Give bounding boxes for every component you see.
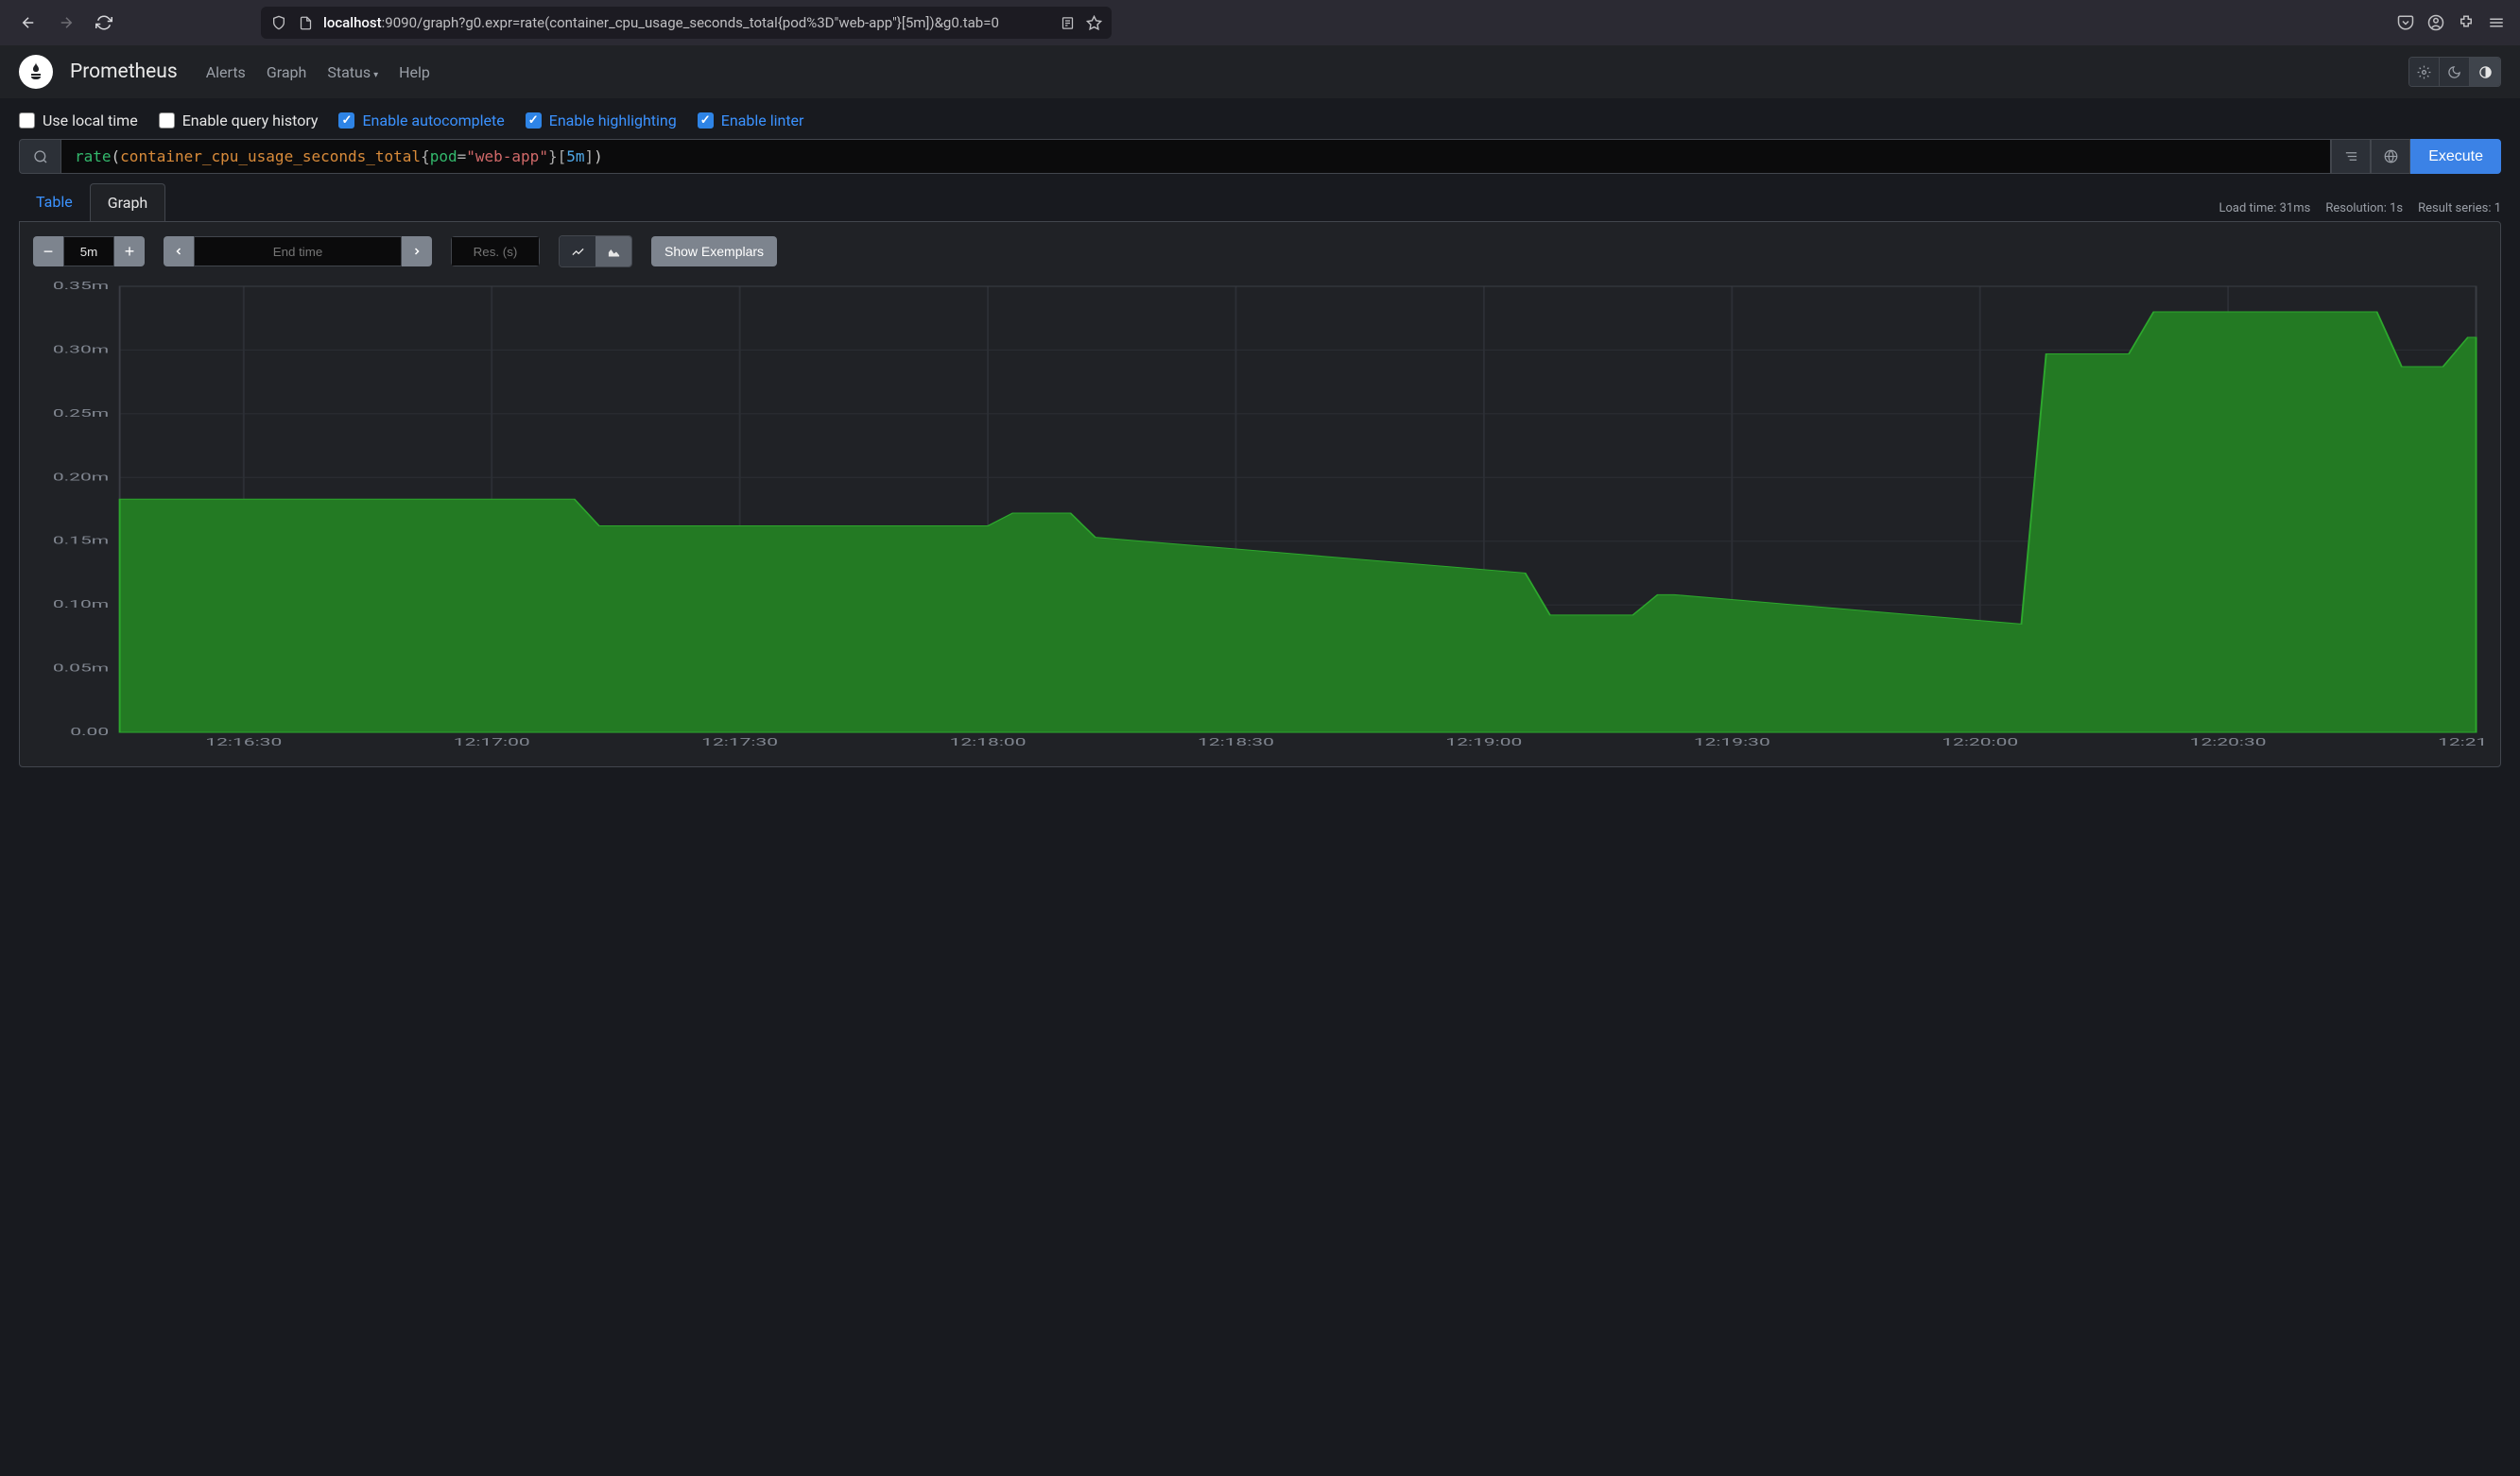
nav-graph[interactable]: Graph [265,60,309,85]
metrics-explorer-button[interactable] [19,139,60,174]
resolution-input[interactable] [451,236,540,266]
checkbox-label: Use local time [43,112,138,129]
svg-text:0.15m: 0.15m [53,535,109,547]
menu-icon[interactable] [2488,14,2505,31]
star-icon[interactable] [1085,14,1102,31]
nav-alerts[interactable]: Alerts [204,60,248,85]
chart[interactable]: 0.00 0.05m 0.10m 0.15m 0.20m 0.25m 0.30m 0.35m 1… [33,281,2487,753]
query-stats: Load time: 31ms Resolution: 1s Result se… [2219,201,2502,221]
end-time-control [164,236,432,266]
extensions-icon[interactable] [2458,14,2475,31]
svg-text:0.25m: 0.25m [53,407,109,420]
stacked-chart-button[interactable] [595,236,631,266]
checkbox-label: Enable highlighting [549,112,677,129]
brand-title: Prometheus [70,60,178,83]
reader-icon[interactable] [1059,14,1076,31]
query-options: Use local time Enable query history Enable… [0,98,2520,139]
range-decrease-button[interactable]: − [33,236,63,266]
app-navbar: Prometheus Alerts Graph Status Help [0,45,2520,98]
svg-text:12:19:30: 12:19:30 [1694,736,1770,748]
theme-toggles [2408,57,2501,87]
option-use-local-time[interactable]: Use local time [19,112,138,129]
time-back-button[interactable] [164,236,194,266]
tab-graph[interactable]: Graph [90,183,166,221]
tab-table[interactable]: Table [19,183,90,221]
option-enable-query-history[interactable]: Enable query history [159,112,319,129]
stat-result-series: Result series: 1 [2418,201,2501,215]
checkbox[interactable] [698,112,714,129]
shield-icon [270,14,287,31]
range-control: − + [33,236,145,266]
svg-text:0.35m: 0.35m [53,281,109,292]
prometheus-logo [19,55,53,89]
range-increase-button[interactable]: + [114,236,145,266]
graph-controls: − + Show Exemplars [33,235,2487,267]
time-forward-button[interactable] [402,236,432,266]
option-enable-autocomplete[interactable]: Enable autocomplete [338,112,504,129]
theme-settings-button[interactable] [2409,58,2440,86]
checkbox-label: Enable linter [721,112,804,129]
browser-chrome: localhost:9090/graph?g0.expr=rate(contai… [0,0,2520,45]
checkbox[interactable] [159,112,175,129]
stat-load-time: Load time: 31ms [2219,201,2311,215]
promql-input[interactable]: rate(container_cpu_usage_seconds_total{p… [60,139,2331,174]
svg-text:12:20:00: 12:20:00 [1942,736,2018,748]
show-exemplars-button[interactable]: Show Exemplars [651,236,777,266]
stat-resolution: Resolution: 1s [2325,201,2403,215]
svg-text:12:17:00: 12:17:00 [454,736,530,748]
query-row: rate(container_cpu_usage_seconds_total{p… [0,139,2520,183]
svg-text:0.05m: 0.05m [53,662,109,675]
nav-status[interactable]: Status [325,60,380,85]
line-chart-button[interactable] [560,236,595,266]
tabs-row: Table Graph Load time: 31ms Resolution: … [0,183,2520,221]
globe-button[interactable] [2371,139,2410,174]
option-enable-linter[interactable]: Enable linter [698,112,804,129]
checkbox[interactable] [19,112,35,129]
option-enable-highlighting[interactable]: Enable highlighting [526,112,677,129]
url-text: localhost:9090/graph?g0.expr=rate(contai… [323,14,1049,31]
checkbox-label: Enable autocomplete [362,112,504,129]
svg-text:0.30m: 0.30m [53,344,109,356]
chart-type-toggle [559,235,632,267]
checkbox[interactable] [526,112,542,129]
graph-panel: − + Show Exemplars 0.000.05m0.1 [19,221,2501,767]
theme-dark-button[interactable] [2440,58,2470,86]
svg-text:12:17:30: 12:17:30 [701,736,778,748]
back-button[interactable] [15,9,42,36]
svg-text:12:16:30: 12:16:30 [205,736,282,748]
svg-text:0.10m: 0.10m [53,598,109,610]
svg-text:12:18:00: 12:18:00 [950,736,1027,748]
pocket-icon[interactable] [2397,14,2414,31]
svg-text:0.20m: 0.20m [53,471,109,483]
execute-button[interactable]: Execute [2410,139,2501,174]
url-bar[interactable]: localhost:9090/graph?g0.expr=rate(contai… [261,7,1112,39]
nav-help[interactable]: Help [397,60,432,85]
svg-text:12:21:00: 12:21:00 [2438,736,2487,748]
svg-text:0.00: 0.00 [70,726,109,738]
account-icon[interactable] [2427,14,2444,31]
page-icon [297,14,314,31]
svg-text:12:19:00: 12:19:00 [1445,736,1522,748]
svg-text:12:20:30: 12:20:30 [2190,736,2267,748]
checkbox[interactable] [338,112,354,129]
theme-auto-button[interactable] [2470,58,2500,86]
range-input[interactable] [63,236,114,266]
svg-text:12:18:30: 12:18:30 [1198,736,1274,748]
checkbox-label: Enable query history [182,112,319,129]
reload-button[interactable] [91,9,117,36]
end-time-input[interactable] [194,236,402,266]
format-query-button[interactable] [2331,139,2371,174]
resolution-control [451,236,540,266]
forward-button[interactable] [53,9,79,36]
